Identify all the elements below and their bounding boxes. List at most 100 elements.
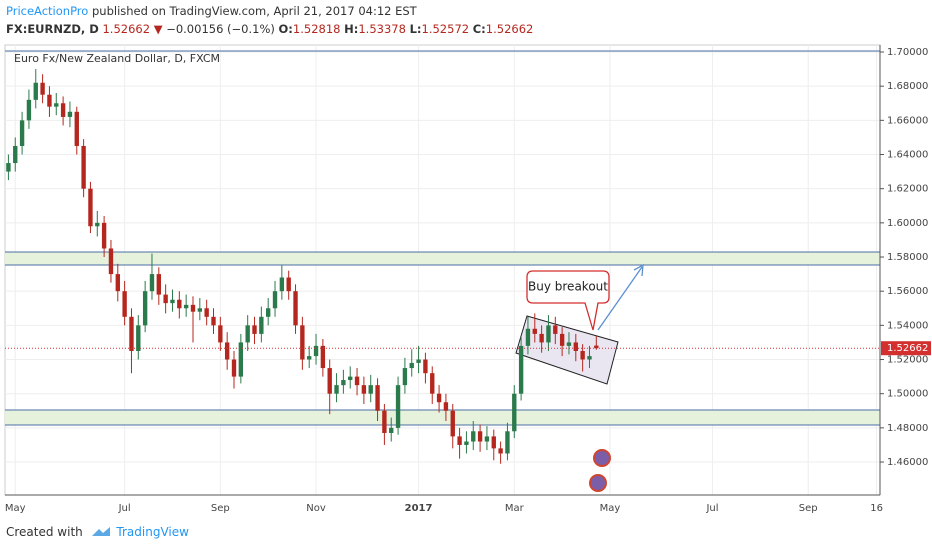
candle-body xyxy=(183,304,189,309)
x-tick-label: Jul xyxy=(118,503,131,514)
last: 1.52662 xyxy=(102,22,151,36)
candle-body xyxy=(204,308,209,317)
candle-body xyxy=(101,222,107,249)
candles xyxy=(6,69,599,464)
candle-body xyxy=(594,345,599,349)
ohlc-label: H: xyxy=(344,22,359,36)
candle-body xyxy=(129,316,134,351)
candle-body xyxy=(211,316,216,326)
brand-link[interactable]: TradingView xyxy=(116,525,189,539)
logo xyxy=(91,527,110,536)
candle-body xyxy=(382,410,387,433)
candle-body xyxy=(532,328,537,334)
candle-body xyxy=(238,342,244,377)
ohlc-value: 1.52572 xyxy=(421,22,470,36)
change: −0.00156 (−0.1%) xyxy=(166,22,275,36)
y-tick-label: 1.66000 xyxy=(887,115,928,126)
y-tick-label: 1.60000 xyxy=(887,218,928,229)
candle-body xyxy=(60,103,66,117)
candle-body xyxy=(33,82,38,100)
author-link[interactable]: PriceActionPro xyxy=(6,4,89,18)
chart: Buy breakout Euro Fx/New Zealand Dollar,… xyxy=(4,44,931,514)
published: published on TradingView.com, April 21, … xyxy=(91,4,417,18)
candle-body xyxy=(6,163,11,172)
candle-body xyxy=(115,274,120,292)
y-tick-label: 1.52000 xyxy=(887,355,928,366)
candle-body xyxy=(539,333,544,343)
ohlc-label: O: xyxy=(278,22,293,36)
candle-body xyxy=(423,359,428,374)
candle-body xyxy=(471,431,476,442)
candle-body xyxy=(334,385,339,394)
candle-body xyxy=(477,431,483,442)
candle-body xyxy=(580,350,585,360)
x-tick-label: 16 xyxy=(870,503,883,514)
candle-body xyxy=(67,111,73,117)
candle-body xyxy=(74,111,79,146)
candle-body xyxy=(265,308,271,317)
candle-body xyxy=(327,368,332,394)
callout xyxy=(526,270,610,331)
candle-body xyxy=(218,325,223,343)
candle-body xyxy=(88,188,93,227)
candle-body xyxy=(436,393,442,403)
candle-body xyxy=(19,120,25,146)
chart-title: Euro Fx/New Zealand Dollar, D, FXCM xyxy=(14,52,220,65)
candle-body xyxy=(54,103,59,107)
candle-body xyxy=(170,299,175,304)
zone xyxy=(5,410,880,425)
candle-body xyxy=(26,99,32,121)
icon xyxy=(589,474,607,492)
candle-body xyxy=(47,94,52,107)
y-tick-label: 1.64000 xyxy=(887,150,928,161)
candle-body xyxy=(464,441,469,445)
candle-body xyxy=(566,342,572,346)
candle-body xyxy=(320,345,326,369)
candle-body xyxy=(136,325,141,351)
candle-body xyxy=(259,316,264,334)
candle-body xyxy=(416,359,421,363)
candle-body xyxy=(245,325,250,343)
candle-body xyxy=(149,274,155,292)
candle-body xyxy=(156,274,161,295)
candle-body xyxy=(177,299,182,309)
ohlc-value: 1.53378 xyxy=(358,22,406,36)
candle-body xyxy=(190,304,196,312)
candle-body xyxy=(231,359,237,377)
candle-body xyxy=(409,362,414,369)
candle-body xyxy=(122,291,127,317)
candle-body xyxy=(559,333,565,346)
annotation: Buy breakout xyxy=(528,280,608,294)
last-price-box xyxy=(881,341,931,356)
candle-body xyxy=(395,385,401,428)
candle-body xyxy=(450,410,455,437)
candle-body xyxy=(375,385,380,411)
candle-body xyxy=(525,328,531,346)
arrow-head xyxy=(633,263,644,277)
candle-body xyxy=(163,294,168,304)
candle-body xyxy=(313,345,319,357)
y-tick-label: 1.54000 xyxy=(887,320,928,331)
candle-body xyxy=(553,325,558,334)
candle-body xyxy=(354,376,360,386)
candle-body xyxy=(197,308,203,312)
candle-body xyxy=(361,385,367,394)
ohlc-label: C: xyxy=(472,22,486,36)
last-price-label: 1.52662 xyxy=(887,343,928,354)
candle-body xyxy=(368,385,373,394)
candle-body xyxy=(573,342,578,351)
candle-body xyxy=(252,325,257,334)
zone xyxy=(5,252,880,265)
y-tick-label: 1.48000 xyxy=(887,423,928,434)
candle-body xyxy=(457,436,462,445)
arrow: ▼ xyxy=(153,22,163,36)
candle-body xyxy=(307,356,312,360)
candle-body xyxy=(293,291,298,326)
candle-body xyxy=(498,448,503,454)
y-tick-label: 1.50000 xyxy=(887,389,928,400)
candle-body xyxy=(402,368,408,386)
x-tick-label: May xyxy=(5,503,26,514)
candle-body xyxy=(300,325,305,360)
y-tick-label: 1.62000 xyxy=(887,184,928,195)
